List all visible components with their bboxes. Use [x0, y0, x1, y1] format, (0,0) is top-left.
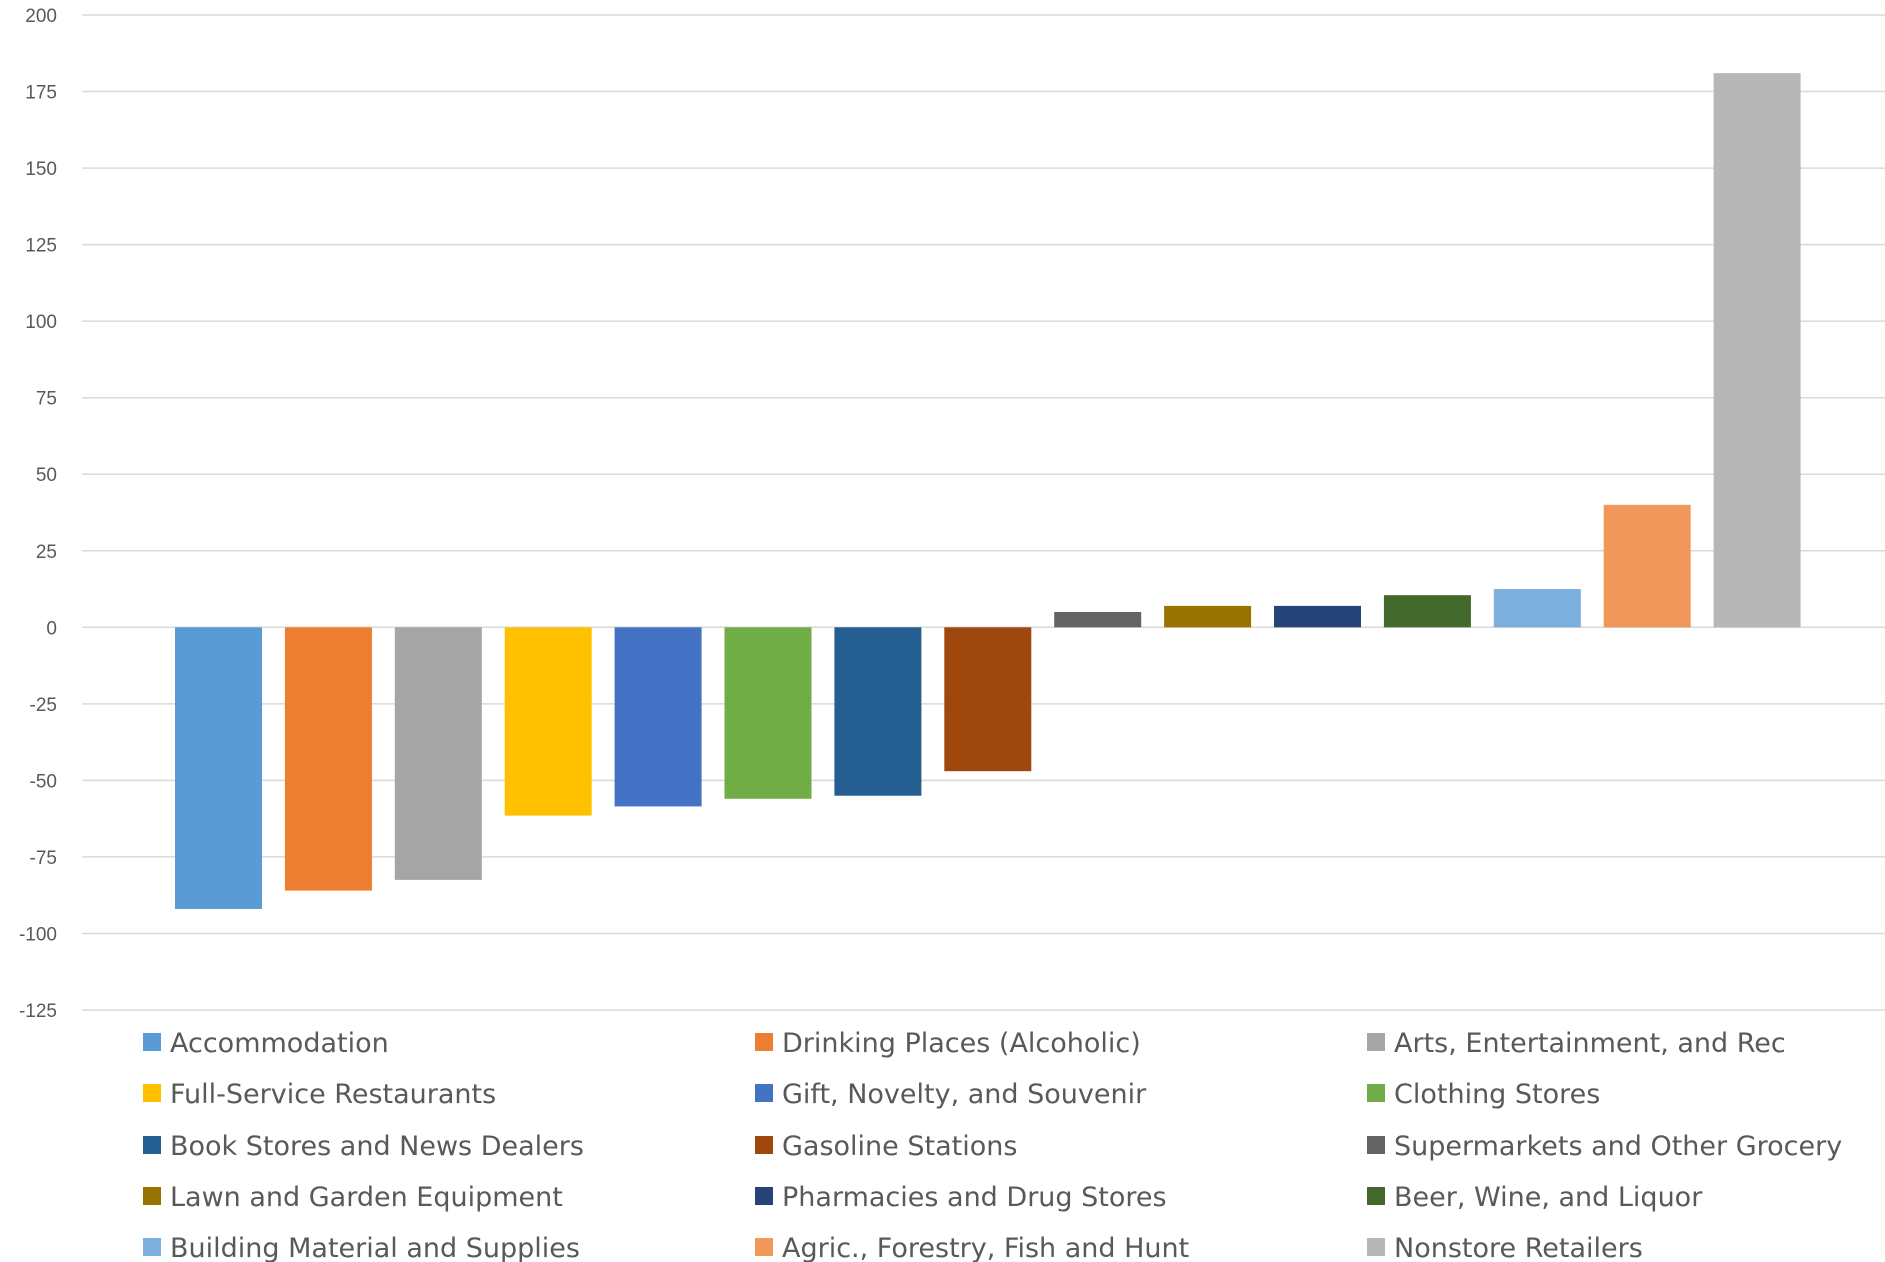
legend-item: Beer, Wine, and Liquor: [1367, 1182, 1703, 1213]
legend-swatch: [755, 1084, 773, 1102]
legend-label: Supermarkets and Other Grocery: [1394, 1131, 1842, 1162]
legend-label: Gift, Novelty, and Souvenir: [782, 1079, 1147, 1110]
y-tick-label: 200: [25, 6, 57, 27]
legend-label: Gasoline Stations: [782, 1131, 1017, 1162]
legend-item: Pharmacies and Drug Stores: [755, 1182, 1167, 1213]
bar: [504, 627, 592, 816]
legend-item: Nonstore Retailers: [1367, 1233, 1643, 1262]
y-axis: 200 175 150 125 100 75 50 25 0 -25 -50 -75 -100 -125: [19, 6, 57, 1022]
gridlines: [82, 14, 1885, 1011]
legend-swatch: [755, 1187, 773, 1205]
legend-label: Book Stores and News Dealers: [170, 1131, 584, 1162]
bar: [1274, 605, 1361, 628]
legend-item: Arts, Entertainment, and Rec: [1367, 1028, 1786, 1059]
y-tick-label: 75: [36, 389, 57, 410]
bar: [724, 627, 812, 799]
y-tick-label: -100: [19, 924, 57, 945]
y-tick-label: 0: [46, 618, 57, 639]
bar: [1603, 504, 1691, 628]
bars: [175, 73, 1801, 909]
legend-swatch: [1367, 1136, 1385, 1154]
legend-swatch: [755, 1033, 773, 1051]
y-tick-label: 175: [25, 83, 57, 104]
legend-swatch: [143, 1187, 161, 1205]
bar: [1493, 589, 1581, 628]
legend-label: Clothing Stores: [1394, 1079, 1600, 1110]
legend-item: Building Material and Supplies: [143, 1233, 580, 1262]
y-tick-label: 50: [36, 465, 57, 486]
bar: [1383, 595, 1471, 628]
legend-item: Book Stores and News Dealers: [143, 1131, 584, 1162]
legend-item: Clothing Stores: [1367, 1079, 1600, 1110]
legend-label: Nonstore Retailers: [1394, 1233, 1643, 1262]
legend-item: Accommodation: [143, 1028, 389, 1059]
legend-item: Drinking Places (Alcoholic): [755, 1028, 1141, 1059]
legend-swatch: [143, 1238, 161, 1256]
legend-swatch: [143, 1084, 161, 1102]
legend-swatch: [1367, 1033, 1385, 1051]
legend-label: Drinking Places (Alcoholic): [782, 1028, 1141, 1059]
y-tick-label: -25: [30, 695, 57, 716]
legend-label: Full-Service Restaurants: [170, 1079, 496, 1110]
legend-label: Lawn and Garden Equipment: [170, 1182, 563, 1213]
legend-label: Building Material and Supplies: [170, 1233, 580, 1262]
y-tick-label: 100: [25, 312, 57, 333]
legend-item: Gasoline Stations: [755, 1131, 1017, 1162]
bar: [175, 627, 262, 909]
legend-swatch: [755, 1238, 773, 1256]
bar: [284, 627, 372, 891]
y-tick-label: -50: [30, 771, 57, 792]
legend-label: Agric., Forestry, Fish and Hunt: [782, 1233, 1189, 1262]
legend-swatch: [143, 1033, 161, 1051]
y-tick-label: 125: [25, 236, 57, 257]
bar: [1713, 73, 1801, 628]
legend-label: Beer, Wine, and Liquor: [1394, 1182, 1703, 1213]
bar: [944, 627, 1032, 772]
legend-swatch: [1367, 1084, 1385, 1102]
legend-item: Agric., Forestry, Fish and Hunt: [755, 1233, 1189, 1262]
y-tick-label: 25: [36, 542, 57, 563]
bar: [394, 627, 482, 880]
legend-label: Accommodation: [170, 1028, 389, 1059]
legend-item: Lawn and Garden Equipment: [143, 1182, 563, 1213]
legend-swatch: [755, 1136, 773, 1154]
bar: [1054, 612, 1142, 628]
legend-item: Supermarkets and Other Grocery: [1367, 1131, 1842, 1162]
bar: [614, 627, 702, 807]
y-tick-label: -75: [30, 848, 57, 869]
legend-item: Full-Service Restaurants: [143, 1079, 496, 1110]
y-tick-label: -125: [19, 1001, 57, 1022]
legend-label: Pharmacies and Drug Stores: [782, 1182, 1167, 1213]
legend-swatch: [1367, 1238, 1385, 1256]
legend: Accommodation Drinking Places (Alcoholic)…: [143, 1028, 1842, 1262]
legend-swatch: [1367, 1187, 1385, 1205]
legend-item: Gift, Novelty, and Souvenir: [755, 1079, 1147, 1110]
legend-label: Arts, Entertainment, and Rec: [1394, 1028, 1786, 1059]
bar: [1164, 605, 1252, 628]
legend-swatch: [143, 1136, 161, 1154]
bar: [834, 627, 922, 796]
y-tick-label: 150: [25, 159, 57, 180]
